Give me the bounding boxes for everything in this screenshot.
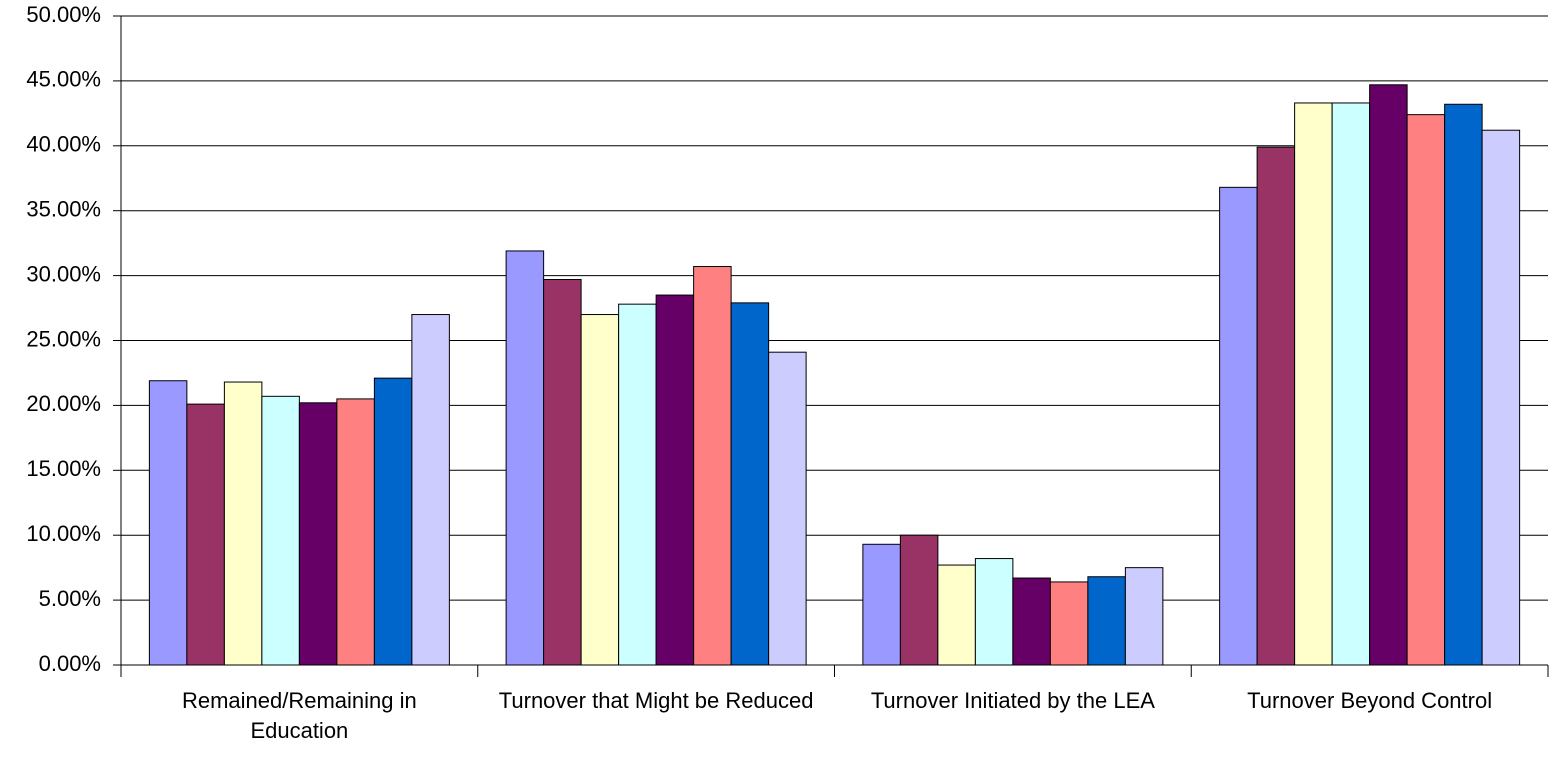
y-tick-label: 30.00% xyxy=(26,261,101,286)
bar xyxy=(543,278,582,666)
bar xyxy=(1294,102,1333,666)
x-tick-label: Remained/Remaining in Education xyxy=(181,688,417,743)
y-tick-label: 45.00% xyxy=(26,67,101,92)
bar xyxy=(186,403,225,666)
bar xyxy=(336,398,375,666)
y-tick-label: 0.00% xyxy=(39,651,101,676)
y-tick-label: 40.00% xyxy=(26,132,101,157)
y-tick-label: 15.00% xyxy=(26,456,101,481)
x-tick-label: Turnover Initiated by the LEA xyxy=(870,688,1155,713)
bar xyxy=(730,302,770,666)
bar xyxy=(618,303,657,666)
bar xyxy=(580,314,620,666)
bar xyxy=(1481,129,1521,666)
bar xyxy=(899,534,939,666)
bar xyxy=(411,314,450,666)
bar xyxy=(505,250,545,666)
bar xyxy=(1444,103,1483,666)
bar xyxy=(223,381,263,666)
bar xyxy=(693,266,732,666)
bar xyxy=(261,395,300,666)
bar xyxy=(1256,146,1296,666)
bar xyxy=(655,294,695,666)
bar xyxy=(373,377,413,666)
x-tick-label: Turnover Beyond Control xyxy=(1247,688,1493,713)
bar xyxy=(1369,84,1408,666)
y-tick-label: 10.00% xyxy=(26,521,101,546)
bar xyxy=(768,351,807,666)
bar xyxy=(1219,186,1258,666)
bar xyxy=(1124,567,1164,666)
y-tick-label: 5.00% xyxy=(39,586,101,611)
bar xyxy=(937,564,976,666)
y-tick-label: 20.00% xyxy=(26,391,101,416)
bar xyxy=(1012,577,1051,666)
bar xyxy=(974,558,1014,666)
bar xyxy=(1406,114,1446,666)
bar xyxy=(1331,102,1371,666)
x-tick-label: Turnover that Might be Reduced xyxy=(498,688,814,713)
bar xyxy=(1087,576,1126,666)
bar xyxy=(1049,581,1089,666)
bar xyxy=(148,380,188,666)
bar xyxy=(298,402,338,666)
bar xyxy=(862,543,901,666)
y-tick-label: 50.00% xyxy=(26,2,101,27)
y-tick-label: 25.00% xyxy=(26,326,101,351)
y-tick-label: 35.00% xyxy=(26,197,101,222)
